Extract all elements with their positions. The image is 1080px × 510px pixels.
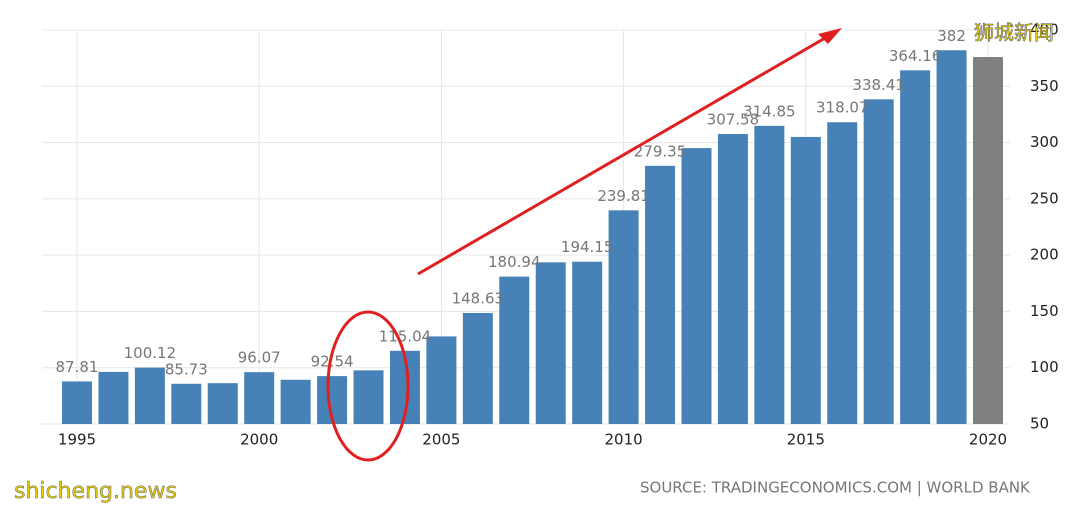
data-label: 279.35: [634, 142, 687, 160]
data-label: 318.07: [816, 99, 869, 117]
data-label: 239.81: [597, 187, 650, 205]
x-tick-label: 2000: [240, 431, 278, 449]
bar: [717, 134, 748, 424]
bar: [171, 383, 202, 424]
data-label: 115.04: [379, 327, 432, 345]
bar: [134, 367, 165, 424]
x-tick-label: 2005: [422, 431, 460, 449]
data-label: 364.16: [889, 47, 942, 65]
data-label: 314.85: [743, 102, 796, 120]
bar: [353, 370, 384, 424]
y-tick-label: 100: [1030, 358, 1059, 376]
bar: [62, 381, 92, 424]
bar: [681, 148, 712, 424]
bar: [572, 261, 603, 424]
bar: [462, 312, 493, 424]
annotation-arrow: [417, 32, 833, 276]
bar: [936, 50, 967, 425]
x-tick-label: 2010: [605, 431, 643, 449]
bar: [900, 70, 931, 425]
bar: [98, 371, 129, 424]
bar: [608, 210, 639, 424]
bar: [535, 262, 566, 424]
data-label: 92.54: [311, 353, 354, 371]
watermark: 狮城新闻: [974, 21, 1054, 45]
plot: 50 100 150 200 250 300 350 400 1995 2000 2005 2010 2…: [42, 21, 1059, 449]
bar: [827, 122, 858, 425]
y-tick-label: 150: [1030, 302, 1059, 320]
data-label: 96.07: [238, 349, 281, 367]
bar: [645, 165, 676, 424]
annotation-arrowhead: [818, 28, 842, 44]
bar: [426, 336, 457, 424]
y-tick-label: 50: [1030, 415, 1049, 433]
x-tick-label: 2020: [969, 431, 1007, 449]
data-label: 338.41: [852, 76, 905, 94]
bar: [280, 379, 311, 424]
y-tick-label: 350: [1030, 77, 1059, 95]
y-tick-label: 400: [1030, 21, 1059, 39]
data-label: 194.15: [561, 238, 614, 256]
y-tick-label: 250: [1030, 189, 1059, 207]
bar: [754, 125, 785, 425]
bar: [973, 57, 1003, 424]
y-tick-label: 200: [1030, 246, 1059, 264]
data-label: 85.73: [165, 360, 208, 378]
y-tick-label: 300: [1030, 133, 1059, 151]
data-label: 180.94: [488, 253, 541, 271]
bar: [790, 136, 821, 424]
data-label: 307.58: [707, 111, 760, 129]
data-label: 382: [937, 27, 966, 45]
annotation-circle: [326, 310, 410, 462]
data-label: 100.12: [124, 344, 177, 362]
bar: [244, 372, 275, 424]
x-tick-label: 1995: [58, 431, 96, 449]
watermark: shicheng.news: [14, 479, 177, 504]
x-tick-label: 2015: [787, 431, 825, 449]
data-label: 87.81: [56, 358, 99, 376]
bar: [499, 276, 530, 424]
bar: [207, 383, 238, 424]
data-label: 148.63: [452, 289, 505, 307]
bar: [863, 99, 894, 425]
source: SOURCE: TRADINGECONOMICS.COM | WORLD BAN…: [640, 479, 1031, 497]
